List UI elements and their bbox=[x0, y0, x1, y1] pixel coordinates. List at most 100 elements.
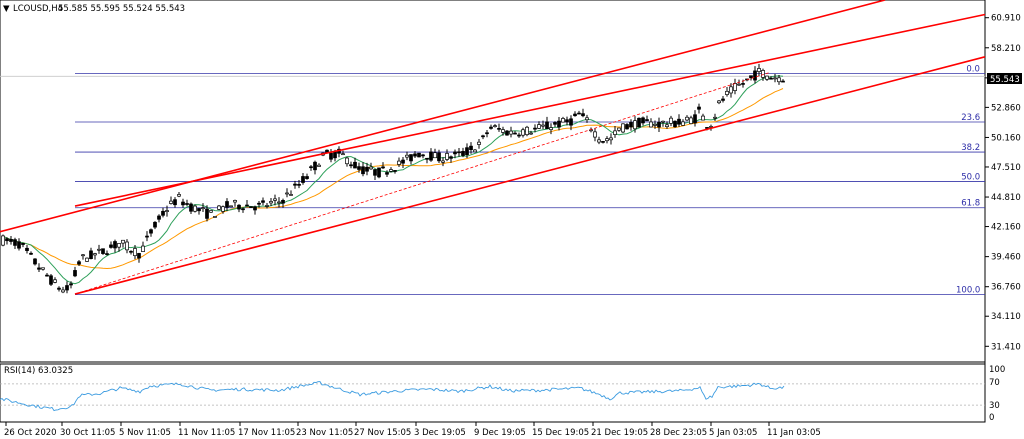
candle-body bbox=[377, 167, 381, 178]
candle-body bbox=[77, 261, 81, 265]
time-tick-label: 21 Dec 19:05 bbox=[591, 428, 648, 438]
fib-level-label: 100.0 bbox=[956, 286, 980, 296]
candle-body bbox=[733, 83, 737, 91]
time-tick-label: 27 Nov 15:05 bbox=[354, 428, 411, 438]
candle-body bbox=[209, 210, 213, 213]
candle-body bbox=[529, 132, 533, 135]
candle-body bbox=[513, 132, 517, 135]
rsi-pane[interactable] bbox=[0, 363, 986, 423]
candle-body bbox=[637, 117, 641, 128]
candle-body bbox=[69, 283, 73, 286]
candle-body bbox=[225, 201, 229, 208]
candle-body bbox=[409, 154, 413, 162]
candle-body bbox=[693, 114, 697, 124]
candle-body bbox=[485, 132, 489, 135]
candle-body bbox=[649, 121, 653, 128]
time-tick-label: 23 Nov 11:05 bbox=[296, 428, 353, 438]
candle-body bbox=[81, 254, 85, 257]
price-tick-label: 34.110 bbox=[991, 312, 1021, 322]
candle-body bbox=[137, 253, 141, 259]
main-pane[interactable] bbox=[0, 0, 986, 363]
candle-body bbox=[33, 258, 37, 265]
candle-body bbox=[213, 216, 217, 218]
candle-body bbox=[641, 117, 645, 124]
candle-body bbox=[117, 243, 121, 248]
candle-body bbox=[185, 203, 189, 205]
candle-body bbox=[389, 169, 393, 172]
time-tick-label: 30 Oct 11:05 bbox=[60, 428, 115, 438]
candle-body bbox=[101, 248, 105, 254]
candle-body bbox=[577, 112, 581, 115]
candle-body bbox=[229, 205, 233, 208]
candle-body bbox=[537, 124, 541, 129]
candle-body bbox=[153, 221, 157, 228]
price-tick-label: 50.160 bbox=[991, 133, 1021, 143]
candle-body bbox=[405, 154, 409, 158]
candle-body bbox=[345, 157, 349, 165]
candle-body bbox=[145, 235, 149, 238]
candle-body bbox=[701, 115, 705, 121]
candle-body bbox=[737, 83, 741, 86]
candle-body bbox=[49, 275, 53, 285]
rsi-indicator bbox=[0, 381, 985, 412]
fib-level-label: 61.8 bbox=[961, 199, 980, 209]
candle-body bbox=[193, 205, 197, 212]
candle-body bbox=[465, 147, 469, 156]
candle-body bbox=[653, 123, 657, 126]
candle-body bbox=[365, 166, 369, 172]
candle-body bbox=[265, 205, 269, 207]
price-tick-label: 39.460 bbox=[991, 253, 1021, 263]
candle-body bbox=[705, 127, 709, 129]
candle-body bbox=[625, 124, 629, 130]
candle-body bbox=[765, 75, 769, 80]
candle-body bbox=[17, 241, 21, 249]
time-tick-label: 5 Nov 11:05 bbox=[119, 428, 171, 438]
candle-body bbox=[665, 124, 669, 128]
candle-body bbox=[489, 126, 493, 129]
candle-body bbox=[421, 154, 425, 157]
price-tick-label: 52.860 bbox=[991, 103, 1021, 113]
candle-body bbox=[269, 201, 273, 204]
time-tick-label: 9 Dec 19:05 bbox=[474, 428, 526, 438]
rsi-line bbox=[0, 381, 785, 412]
candle-body bbox=[769, 77, 773, 80]
candle-body bbox=[181, 201, 185, 206]
candle-body bbox=[561, 118, 565, 123]
price-axis[interactable]: 60.91058.21055.51052.86050.16047.51044.8… bbox=[985, 14, 1021, 353]
candle-body bbox=[361, 166, 365, 175]
candle-body bbox=[777, 77, 781, 83]
channel-outer-line bbox=[0, 0, 886, 233]
time-tick-label: 3 Dec 19:05 bbox=[414, 428, 466, 438]
candle-body bbox=[53, 279, 57, 283]
candle-body bbox=[25, 247, 29, 251]
candle-body bbox=[125, 241, 129, 251]
fib-level-label: 0.0 bbox=[966, 65, 980, 75]
price-channel[interactable] bbox=[0, 0, 986, 295]
candle-body bbox=[273, 198, 277, 201]
candle-body bbox=[629, 122, 633, 128]
fibonacci-retracement[interactable]: 0.0 23.6 38.2 50.0 61.8 100.0 bbox=[0, 65, 985, 296]
candle-body bbox=[417, 152, 421, 158]
time-axis[interactable]: 26 Oct 2020 30 Oct 11:05 5 Nov 11:05 11 Nov… bbox=[4, 422, 821, 438]
candle-body bbox=[37, 267, 41, 270]
candle-body bbox=[541, 124, 545, 127]
candle-body bbox=[773, 77, 777, 80]
candle-body bbox=[617, 127, 621, 131]
candle-body bbox=[497, 127, 501, 130]
rsi-scale-top: 100 bbox=[989, 365, 1005, 375]
trend-dashed-line bbox=[74, 72, 771, 295]
candle-body bbox=[1, 235, 5, 246]
chart-menu-icon[interactable]: ▼ bbox=[3, 4, 10, 14]
candle-body bbox=[329, 152, 333, 160]
rsi-level-30: 30 bbox=[989, 401, 1000, 411]
candle-body bbox=[661, 120, 665, 123]
candle-body bbox=[741, 83, 745, 85]
ma-fast-line bbox=[2, 75, 784, 285]
candle-body bbox=[713, 116, 717, 119]
current-price-tag-bg bbox=[987, 73, 1022, 84]
candle-body bbox=[9, 239, 13, 242]
moving-averages bbox=[2, 75, 784, 285]
candle-body bbox=[297, 183, 301, 186]
candle-body bbox=[85, 257, 89, 262]
